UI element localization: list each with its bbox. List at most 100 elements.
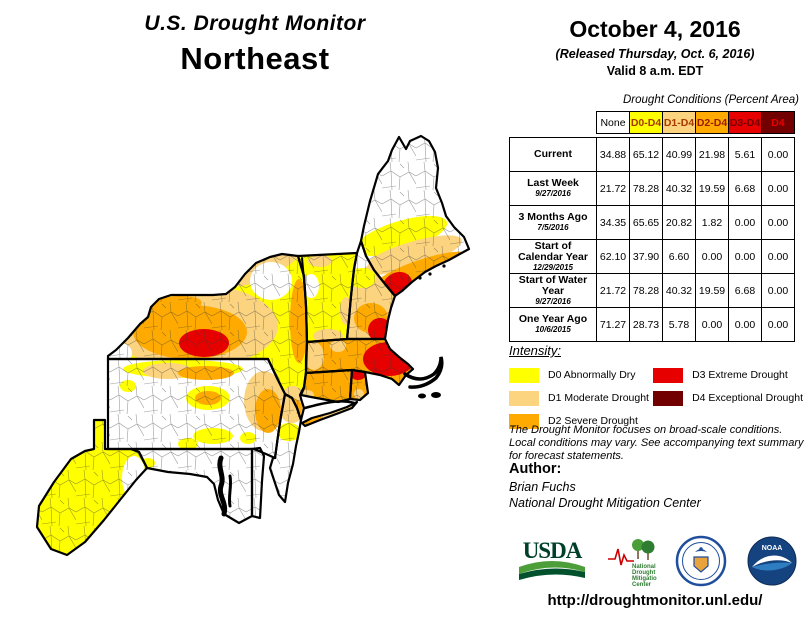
- legend-swatch: [509, 367, 539, 383]
- intensity-legend: Intensity: D0 Abnormally Dry D1 Moderate …: [509, 343, 803, 436]
- value-cell: 0.00: [761, 273, 795, 308]
- svg-text:USDA: USDA: [523, 538, 583, 563]
- table-row: Last Week 9/27/2016 21.72 78.28 40.32 19.59 6.…: [509, 171, 795, 206]
- doc-seal: [676, 535, 727, 586]
- legend-item: D3 Extreme Drought: [653, 367, 803, 383]
- value-cell: 34.35: [596, 205, 630, 240]
- lake-champlain: [301, 257, 306, 292]
- value-cell: 40.32: [662, 171, 696, 206]
- row-label: 3 Months Ago 7/5/2016: [509, 205, 597, 240]
- marthas-vineyard: [418, 393, 426, 399]
- value-cell: 21.72: [596, 273, 630, 308]
- water-features: [217, 257, 446, 517]
- county-lines: [37, 136, 469, 555]
- value-cell: 62.10: [596, 239, 630, 274]
- column-header-d1-d4: D1-D4: [662, 111, 696, 134]
- author-org: National Drought Mitigation Center: [509, 496, 701, 511]
- drought-monitor-url[interactable]: http://droughtmonitor.unl.edu/: [547, 592, 763, 609]
- value-cell: 0.00: [761, 307, 795, 342]
- value-cell: 0.00: [695, 307, 729, 342]
- table-row: Start of Water Year 9/27/2016 21.72 78.28 40…: [509, 273, 795, 308]
- value-cell: 21.98: [695, 137, 729, 172]
- value-cell: 40.32: [662, 273, 696, 308]
- legend-item: D1 Moderate Drought: [509, 390, 653, 406]
- usda-logo: USDA: [519, 538, 585, 580]
- value-cell: 0.00: [728, 205, 762, 240]
- value-cell: 0.00: [761, 137, 795, 172]
- value-cell: 71.27: [596, 307, 630, 342]
- table-body: Current 34.88 65.12 40.99 21.98 5.61 0.00 Last …: [509, 137, 795, 342]
- released-date: (Released Thursday, Oct. 6, 2016): [555, 47, 755, 61]
- value-cell: 21.72: [596, 171, 630, 206]
- author-heading: Author:: [509, 461, 562, 477]
- drought-conditions-table: None D0-D4 D1-D4 D2-D4 D3-D4 D4 Current 34.88 6…: [509, 111, 795, 342]
- value-cell: 5.61: [728, 137, 762, 172]
- column-header-d2-d4: D2-D4: [695, 111, 729, 134]
- maine-coast-island: [428, 272, 432, 276]
- value-cell: 0.00: [728, 307, 762, 342]
- value-cell: 0.00: [761, 239, 795, 274]
- column-header-d3-d4: D3-D4: [728, 111, 762, 134]
- row-label: Last Week 9/27/2016: [509, 171, 597, 206]
- value-cell: 65.12: [629, 137, 663, 172]
- value-cell: 0.00: [761, 205, 795, 240]
- value-cell: 6.68: [728, 171, 762, 206]
- row-date: 12/29/2015: [532, 262, 574, 272]
- date-block: October 4, 2016 (Released Thursday, Oct.…: [505, 16, 805, 78]
- disclaimer-text: The Drought Monitor focuses on broad-sca…: [509, 424, 804, 462]
- chesapeake-branch: [227, 474, 233, 508]
- row-label: Current: [509, 137, 597, 172]
- maine-coast-island: [418, 276, 422, 280]
- column-header-d4: D4: [761, 111, 795, 134]
- noaa-logo: NOAA: [747, 536, 797, 585]
- row-label: Start of Calendar Year 12/29/2015: [509, 239, 597, 274]
- table-header-row: None D0-D4 D1-D4 D2-D4 D3-D4 D4: [509, 111, 795, 134]
- table-header-spacer: [509, 111, 597, 134]
- value-cell: 20.82: [662, 205, 696, 240]
- title-block: U.S. Drought Monitor Northeast: [55, 12, 455, 77]
- chesapeake-bay: [217, 455, 228, 517]
- row-label: Start of Water Year 9/27/2016: [509, 273, 597, 308]
- author-name: Brian Fuchs: [509, 480, 576, 494]
- value-cell: 5.78: [662, 307, 696, 342]
- value-cell: 28.73: [629, 307, 663, 342]
- maine-coast-island: [442, 264, 446, 268]
- value-cell: 34.88: [596, 137, 630, 172]
- column-header-d0-d4: D0-D4: [629, 111, 663, 134]
- value-cell: 37.90: [629, 239, 663, 274]
- value-cell: 0.00: [695, 239, 729, 274]
- value-cell: 78.28: [629, 171, 663, 206]
- value-cell: 65.65: [629, 205, 663, 240]
- drought-map-svg: [35, 134, 471, 557]
- value-cell: 40.99: [662, 137, 696, 172]
- value-cell: 1.82: [695, 205, 729, 240]
- report-title: U.S. Drought Monitor: [144, 12, 366, 35]
- row-date: 10/6/2015: [535, 325, 571, 335]
- row-label: One Year Ago 10/6/2015: [509, 307, 597, 342]
- author-block: Author: Brian Fuchs National Drought Mit…: [509, 461, 805, 512]
- legend-item: D4 Exceptional Drought: [653, 390, 803, 406]
- region-title: Northeast: [180, 41, 330, 76]
- value-cell: 78.28: [629, 273, 663, 308]
- legend-label: D3 Extreme Drought: [692, 369, 788, 381]
- column-header-none: None: [596, 111, 630, 134]
- map-date: October 4, 2016: [569, 16, 741, 42]
- value-cell: 19.59: [695, 273, 729, 308]
- legend-label: D2 Severe Drought: [548, 415, 638, 427]
- legend-swatch: [653, 390, 684, 406]
- value-cell: 6.60: [662, 239, 696, 274]
- cape-cod: [403, 356, 444, 389]
- legend-item: D2 Severe Drought: [509, 413, 653, 429]
- legend-swatch: [653, 367, 684, 383]
- value-cell: 0.00: [728, 239, 762, 274]
- nantucket: [431, 392, 441, 398]
- row-date: 9/27/2016: [535, 189, 571, 199]
- intensity-title: Intensity:: [509, 343, 562, 358]
- table-row: Current 34.88 65.12 40.99 21.98 5.61 0.00: [509, 137, 795, 172]
- value-cell: 0.00: [761, 171, 795, 206]
- table-caption: Drought Conditions (Percent Area): [623, 94, 799, 106]
- northeast-drought-map: [8, 106, 508, 606]
